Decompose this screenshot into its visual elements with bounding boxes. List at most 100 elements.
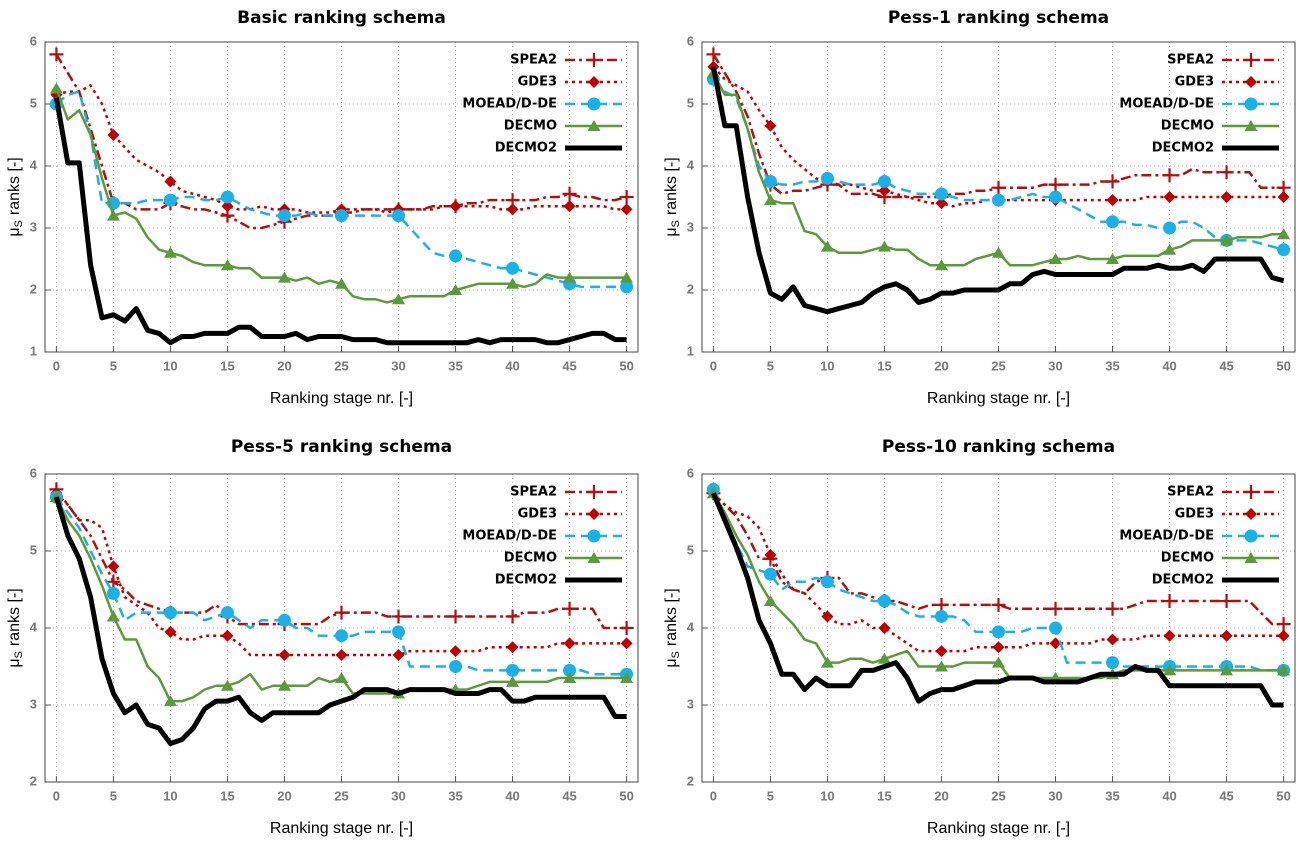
chart-title: Pess-1 ranking schema	[888, 8, 1109, 28]
marker-circle	[449, 660, 463, 673]
marker-plus	[562, 601, 577, 616]
x-tick-label: 45	[1219, 788, 1233, 803]
marker-triangle	[820, 656, 834, 668]
marker-stroke	[505, 609, 520, 624]
marker-diamond	[107, 560, 120, 573]
marker-plus	[562, 186, 577, 201]
marker-triangle	[335, 277, 348, 289]
x-tick-label: 40	[505, 358, 519, 373]
marker-plus	[619, 621, 634, 635]
marker-circle	[1163, 221, 1177, 235]
marker-diamond	[764, 119, 777, 132]
legend-label: MOEAD/D-DE	[1119, 97, 1214, 112]
x-tick-label: 0	[53, 788, 60, 803]
marker-triangle	[1163, 664, 1177, 676]
marker-triangle	[820, 240, 834, 252]
marker-diamond	[107, 129, 120, 141]
x-tick-label: 45	[1219, 358, 1233, 373]
marker-triangle	[763, 194, 777, 206]
y-tick-label: 6	[30, 33, 37, 48]
legend-label: DECMO	[1161, 119, 1214, 134]
marker-triangle	[763, 595, 777, 607]
marker-plus	[1105, 174, 1120, 189]
series-line	[53, 97, 627, 346]
marker-plus	[1105, 601, 1120, 616]
marker-triangle	[106, 610, 120, 622]
marker-circle	[106, 586, 120, 600]
marker-plus	[619, 190, 634, 204]
marker-stroke	[334, 605, 349, 620]
marker-diamond	[164, 625, 177, 638]
marker-circle	[220, 606, 234, 620]
y-tick-label: 2	[30, 281, 37, 296]
legend-label: DECMO2	[495, 141, 557, 156]
marker-diamond	[1277, 629, 1290, 642]
marker-triangle	[1220, 234, 1234, 246]
marker-diamond	[588, 76, 600, 88]
marker-triangle	[1049, 253, 1063, 264]
x-tick-label: 25	[991, 788, 1005, 803]
y-label-text: ranks [-]	[663, 157, 680, 215]
marker-triangle	[877, 652, 891, 664]
y-tick-label: 6	[687, 465, 694, 480]
marker-triangle	[335, 672, 348, 684]
marker-diamond	[821, 610, 834, 623]
legend-label: DECMO	[1161, 551, 1214, 566]
x-tick-label: 5	[110, 788, 117, 803]
y-tick-label: 5	[30, 542, 37, 557]
marker-diamond	[1106, 194, 1119, 207]
marker-diamond	[449, 645, 462, 658]
plot-frame	[701, 473, 1296, 783]
x-tick-label: 0	[710, 358, 717, 373]
marker-stroke	[49, 47, 64, 62]
y-tick-label: 4	[30, 619, 38, 634]
marker-circle	[563, 663, 577, 677]
x-tick-label: 20	[934, 358, 948, 373]
marker-stroke	[1048, 601, 1063, 616]
y-tick-label: 2	[687, 773, 694, 788]
legend-label: GDE3	[1175, 507, 1214, 522]
marker-circle	[392, 625, 406, 639]
marker-plus	[1162, 168, 1177, 183]
legend-label: GDE3	[1175, 75, 1214, 90]
x-tick-label: 20	[277, 358, 291, 373]
marker-plus	[106, 574, 121, 589]
x-tick-label: 30	[1048, 358, 1062, 373]
y-tick-label: 4	[687, 157, 695, 172]
x-tick-label: 20	[934, 788, 948, 803]
marker-triangle	[1163, 243, 1177, 255]
legend-label: SPEA2	[1167, 53, 1214, 68]
y-label-symbol: μ	[663, 658, 680, 667]
marker-diamond	[506, 641, 519, 654]
marker-triangle	[1277, 228, 1291, 240]
x-tick-label: 10	[163, 788, 177, 803]
x-tick-label: 15	[877, 788, 891, 803]
legend-label: MOEAD/D-DE	[462, 97, 557, 112]
marker-stroke	[619, 621, 634, 635]
marker-stroke	[991, 597, 1006, 612]
series-line	[54, 496, 627, 746]
marker-triangle	[992, 246, 1005, 258]
marker-triangle	[1106, 253, 1120, 264]
marker-circle	[506, 663, 520, 677]
legend-label: DECMO	[504, 551, 557, 566]
marker-plus	[49, 47, 64, 62]
marker-triangle	[877, 240, 891, 252]
marker-plus	[1162, 594, 1177, 609]
y-tick-label: 3	[687, 219, 694, 234]
marker-plus	[1219, 594, 1234, 609]
marker-plus	[1219, 165, 1234, 180]
marker-plus	[1244, 53, 1258, 67]
legend-label: SPEA2	[1167, 485, 1214, 500]
marker-diamond	[1245, 508, 1257, 520]
x-tick-label: 5	[767, 788, 774, 803]
x-tick-label: 35	[1105, 788, 1119, 803]
plot-frame	[44, 41, 639, 353]
y-label-text: ranks [-]	[6, 157, 23, 215]
marker-stroke	[1244, 53, 1258, 67]
x-tick-label: 20	[277, 788, 291, 803]
marker-circle	[1049, 621, 1063, 635]
marker-triangle	[934, 259, 948, 271]
